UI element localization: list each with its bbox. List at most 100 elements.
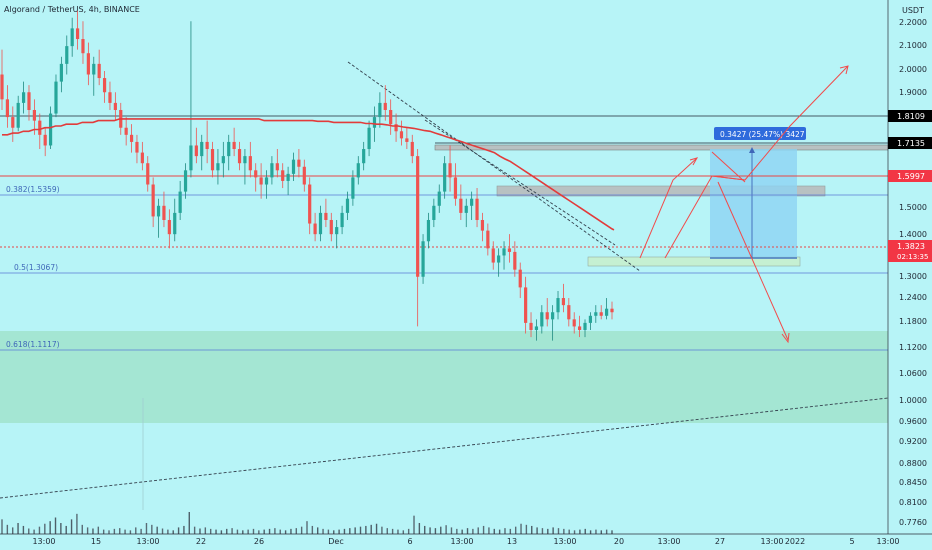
volume-bar	[279, 529, 281, 534]
candle-body	[297, 159, 301, 167]
candle	[329, 212, 333, 242]
price-label-box-1-5997	[888, 170, 932, 182]
volume-bar	[525, 524, 528, 534]
candle	[426, 212, 431, 249]
candle	[578, 315, 582, 338]
candle-body	[151, 184, 155, 217]
candle-body	[32, 109, 36, 121]
measure-label-box	[714, 127, 806, 140]
candle	[11, 106, 15, 142]
x-tick-label: 5	[849, 537, 854, 546]
price-label-countdown: 02:13:35	[897, 253, 928, 261]
volume-bar	[113, 528, 116, 534]
candle	[480, 212, 485, 242]
volume-bar	[183, 525, 185, 534]
volume-bar	[381, 526, 383, 534]
candle-body	[545, 312, 549, 320]
trendline-long-rising	[0, 397, 889, 499]
price-label-box-current	[888, 240, 932, 262]
volume-bar	[284, 530, 287, 534]
volume-bar	[424, 525, 426, 534]
candle-body	[480, 219, 485, 231]
x-tick-label: 13:00	[657, 537, 680, 546]
x-tick-label: 20	[614, 537, 624, 546]
candle	[561, 283, 566, 313]
y-tick-label: 1.1200	[899, 343, 927, 352]
candle-body	[556, 298, 560, 313]
candle	[183, 163, 188, 199]
candle	[556, 290, 560, 320]
volume-bar	[472, 528, 474, 534]
volume-bar	[504, 528, 506, 534]
volume-bar	[220, 530, 223, 534]
measure-arrow-head	[749, 147, 755, 153]
volume-bar	[493, 528, 495, 534]
volume-bar	[295, 528, 297, 534]
candle-body	[324, 212, 328, 220]
volume-bar	[509, 528, 512, 534]
volume-bar	[38, 526, 41, 534]
volume-bar	[236, 529, 239, 534]
candle	[313, 212, 317, 242]
candle	[113, 92, 117, 121]
x-tick-label: 13	[507, 537, 517, 546]
candle-body	[437, 191, 441, 206]
candle-body	[0, 74, 4, 100]
volume-bar	[17, 523, 19, 534]
volume-bar	[600, 530, 602, 534]
volume-bar	[215, 529, 217, 534]
volume-bar	[1, 519, 3, 534]
volume-bar	[247, 529, 249, 534]
candle-body	[567, 305, 571, 320]
x-tick-label: 26	[254, 537, 264, 546]
candle-body	[97, 63, 101, 79]
y-tick-label: 0.9200	[899, 437, 927, 446]
candle	[178, 180, 182, 220]
projection-arrowhead-3	[781, 332, 790, 344]
candle	[594, 305, 598, 323]
candle-body	[216, 163, 220, 171]
y-tick-label: 0.8450	[899, 478, 927, 487]
volume-bar	[70, 519, 73, 534]
candle-body	[399, 131, 404, 139]
candle	[567, 298, 571, 327]
volume-bar	[204, 527, 207, 534]
x-tick-label: 13:00	[876, 537, 899, 546]
candle-body	[351, 177, 355, 199]
candle	[399, 120, 404, 146]
candle	[416, 149, 420, 327]
candle	[551, 305, 555, 341]
candle	[70, 17, 74, 57]
fib-label-0618: 0.618(1.1117)	[6, 340, 60, 349]
candle	[140, 141, 144, 171]
candle	[194, 127, 198, 164]
volume-bar	[22, 525, 25, 534]
candle-body	[389, 109, 393, 125]
volume-bar	[44, 523, 46, 534]
candle	[491, 241, 495, 270]
candle	[394, 113, 398, 142]
candle	[162, 191, 166, 228]
candle	[216, 149, 220, 185]
candle	[286, 166, 290, 196]
candle-body	[205, 141, 209, 150]
volume-bar	[268, 528, 271, 534]
candle	[540, 305, 544, 334]
candle-body	[416, 156, 420, 277]
upper-resistance-zone	[434, 144, 889, 151]
projection-arrowhead-2	[839, 65, 849, 75]
volume-bar	[231, 528, 233, 534]
volume-bar	[140, 528, 142, 534]
candle-body	[486, 230, 490, 249]
candle	[248, 141, 252, 178]
candle-body	[372, 117, 377, 128]
candle	[545, 298, 549, 327]
candle-body	[497, 255, 501, 263]
candle	[135, 134, 139, 164]
candle	[459, 184, 463, 220]
candle	[232, 127, 236, 157]
candle-body	[92, 63, 96, 75]
candle-body	[140, 152, 144, 164]
volume-bar	[177, 527, 180, 534]
